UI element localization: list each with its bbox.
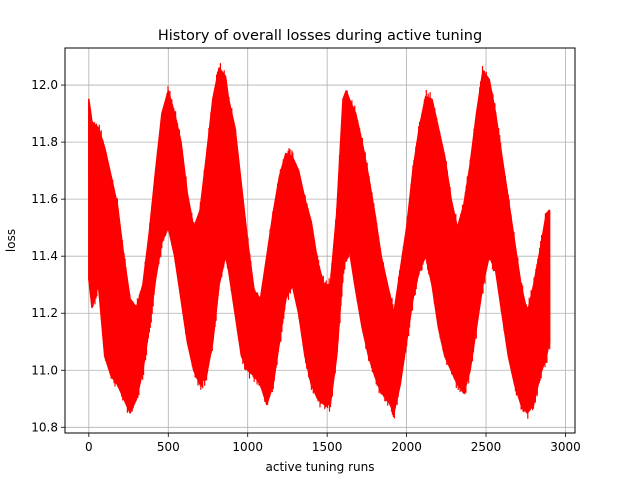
x-axis-label: active tuning runs [266,460,375,474]
x-tick-label: 500 [157,440,180,454]
x-tick-label: 3000 [550,440,581,454]
plot-frame [64,47,576,434]
y-tick-label: 11.8 [31,135,58,149]
loss-line [88,63,551,419]
y-tick-label: 10.8 [31,420,58,434]
x-tick-label: 1500 [312,440,343,454]
y-tick-label: 11.2 [31,306,58,320]
y-tick-label: 11.0 [31,363,58,377]
x-tick-label: 1000 [232,440,263,454]
series-group [88,63,551,419]
y-tick-label: 11.4 [31,249,58,263]
x-tick-label: 0 [85,440,93,454]
chart-title: History of overall losses during active … [158,28,482,44]
y-axis-label: loss [4,229,18,252]
y-tick-label: 11.6 [31,192,58,206]
y-tick-label: 12.0 [31,78,58,92]
x-tick-label: 2500 [471,440,502,454]
ticks: 0 500 1000 1500 2000 2500 3000 10.8 11.0 11.2 11.4… [31,78,580,454]
x-tick-label: 2000 [391,440,422,454]
